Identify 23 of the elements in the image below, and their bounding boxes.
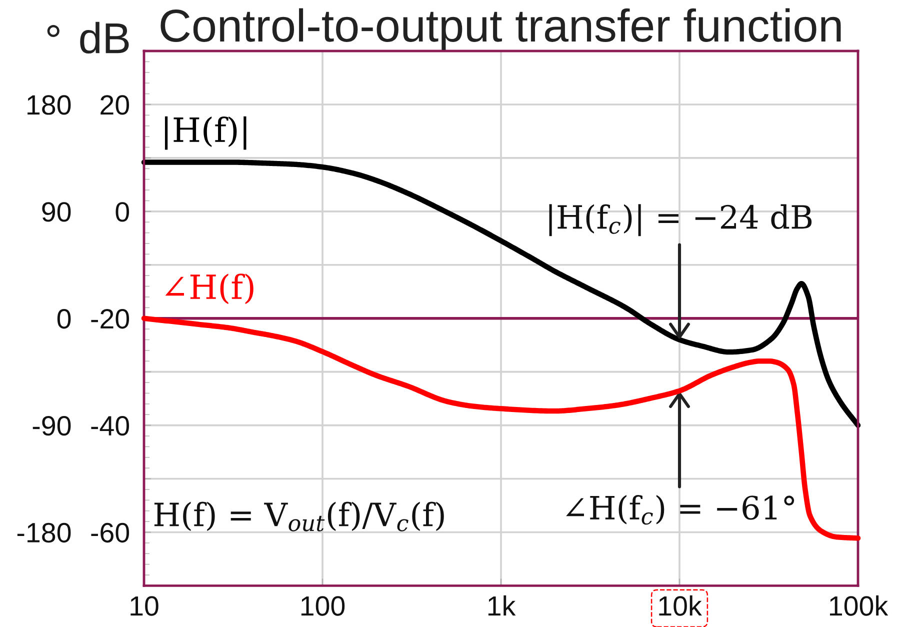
x-tick-label: 10k <box>659 595 702 616</box>
x-tick-label: 100 <box>301 596 345 616</box>
series-label: ∠H(f) <box>165 274 254 304</box>
y-tick-label: -60 <box>91 522 130 543</box>
y2-tick-label: -180 <box>17 522 71 543</box>
x-tick-label: 1k <box>488 595 516 616</box>
annotation: H(f) = V$_{out}$(f)/V$_{c}$(f) <box>154 502 444 532</box>
y-tick-label: -40 <box>91 416 130 436</box>
y2-tick-label: 90 <box>42 202 71 222</box>
y2-axis-title: ° <box>47 25 60 37</box>
y2-tick-label: 0 <box>57 309 71 329</box>
y-tick-label: 20 <box>100 95 130 115</box>
annotation: ∠H(f$_{c}$) = −61° <box>566 495 794 525</box>
x-tick-label: 10 <box>130 596 158 616</box>
y2-tick-label: 180 <box>28 95 71 115</box>
y-tick-label: -20 <box>91 309 130 329</box>
series-label: |H(f)| <box>164 116 246 150</box>
y2-tick-label: -90 <box>32 416 71 436</box>
annotation: |H(f$_{c}$)| = −24 dB <box>549 204 812 236</box>
chart-title: Control-to-output transfer function <box>160 8 841 51</box>
y-axis-title: dB <box>80 22 129 54</box>
y-tick-label: 0 <box>116 202 130 222</box>
x-tick-label: 100k <box>830 595 888 616</box>
